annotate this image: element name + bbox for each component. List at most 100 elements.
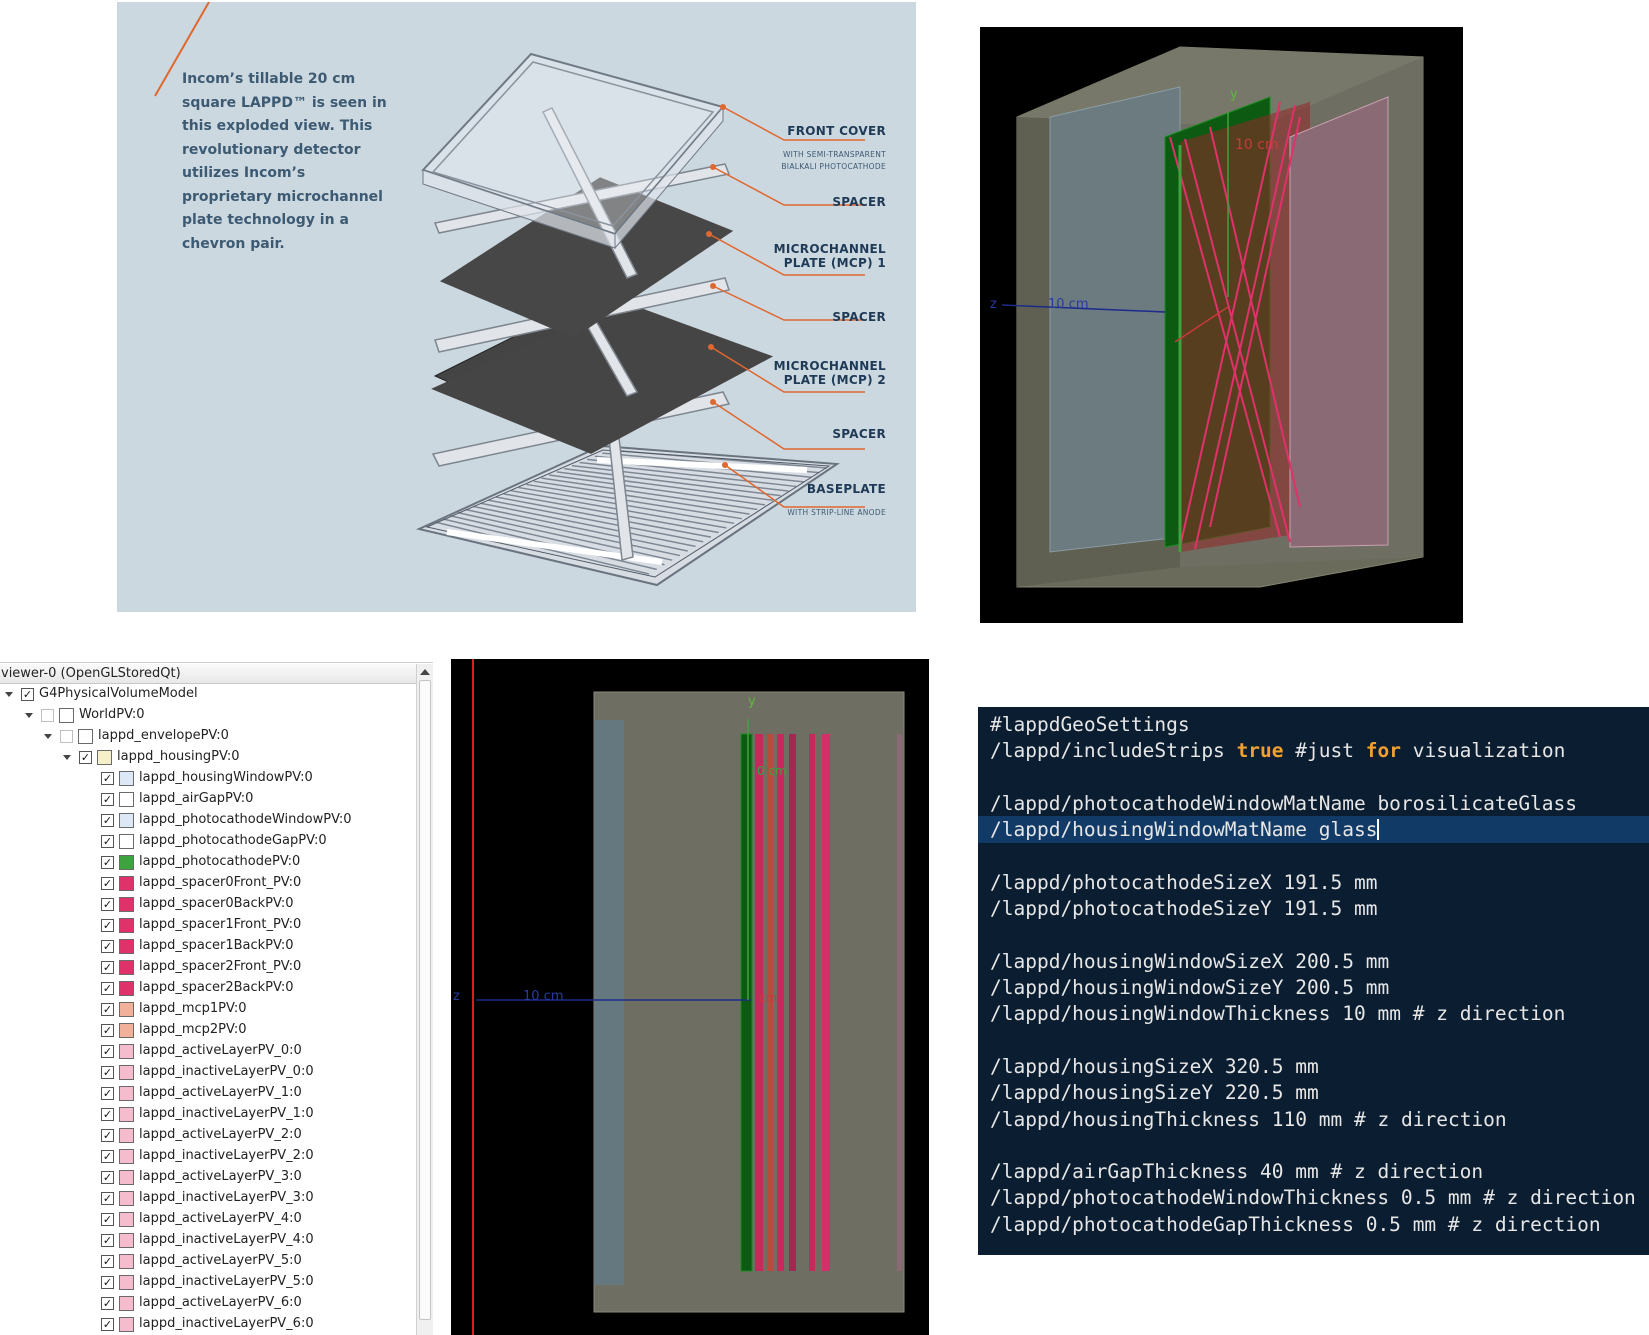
visibility-checkbox[interactable]: ✓ xyxy=(101,1003,114,1016)
tree-item[interactable]: ✓ lappd_mcp2PV:0 xyxy=(101,1020,247,1040)
tree-item[interactable]: lappd_envelopePV:0 xyxy=(44,726,229,746)
visibility-checkbox[interactable]: ✓ xyxy=(101,856,114,869)
visibility-checkbox[interactable]: ✓ xyxy=(101,814,114,827)
tree-item[interactable]: ✓ lappd_housingPV:0 xyxy=(63,747,239,767)
visibility-checkbox[interactable]: ✓ xyxy=(101,1024,114,1037)
expand-arrow-icon[interactable] xyxy=(44,734,52,739)
color-swatch[interactable] xyxy=(119,1233,134,1248)
color-swatch[interactable] xyxy=(59,708,74,723)
macro-file-editor[interactable]: #lappdGeoSettings/lappd/includeStrips tr… xyxy=(978,707,1649,1255)
color-swatch[interactable] xyxy=(119,1023,134,1038)
expand-arrow-icon[interactable] xyxy=(5,692,13,697)
color-swatch[interactable] xyxy=(119,1170,134,1185)
visibility-checkbox[interactable]: ✓ xyxy=(101,1171,114,1184)
color-swatch[interactable] xyxy=(119,1002,134,1017)
tree-item[interactable]: ✓ lappd_inactiveLayerPV_1:0 xyxy=(101,1104,314,1124)
color-swatch[interactable] xyxy=(119,1044,134,1059)
visibility-checkbox[interactable]: ✓ xyxy=(79,751,92,764)
editor-line[interactable]: /lappd/photocathodeSizeY 191.5 mm xyxy=(990,896,1377,922)
color-swatch[interactable] xyxy=(119,897,134,912)
visibility-checkbox[interactable]: ✓ xyxy=(101,940,114,953)
visibility-checkbox[interactable]: ✓ xyxy=(101,1234,114,1247)
tree-item[interactable]: ✓ lappd_activeLayerPV_5:0 xyxy=(101,1251,302,1271)
visibility-checkbox[interactable]: ✓ xyxy=(101,1192,114,1205)
color-swatch[interactable] xyxy=(119,1128,134,1143)
tree-item[interactable]: ✓ lappd_spacer0Front_PV:0 xyxy=(101,873,301,893)
tree-item[interactable]: ✓ lappd_photocathodePV:0 xyxy=(101,852,300,872)
editor-line[interactable]: /lappd/housingWindowSizeX 200.5 mm xyxy=(990,949,1389,975)
color-swatch[interactable] xyxy=(119,939,134,954)
tree-item[interactable]: ✓ lappd_activeLayerPV_4:0 xyxy=(101,1209,302,1229)
color-swatch[interactable] xyxy=(119,792,134,807)
visibility-checkbox[interactable]: ✓ xyxy=(101,982,114,995)
visibility-checkbox[interactable]: ✓ xyxy=(101,1087,114,1100)
visibility-checkbox[interactable] xyxy=(60,730,73,743)
color-swatch[interactable] xyxy=(119,1065,134,1080)
tree-item[interactable]: ✓ G4PhysicalVolumeModel xyxy=(5,684,198,704)
visibility-checkbox[interactable]: ✓ xyxy=(101,1150,114,1163)
tree-item[interactable]: ✓ lappd_inactiveLayerPV_5:0 xyxy=(101,1272,314,1292)
editor-line[interactable]: /lappd/housingSizeX 320.5 mm xyxy=(990,1054,1319,1080)
visibility-checkbox[interactable]: ✓ xyxy=(101,961,114,974)
visibility-checkbox[interactable]: ✓ xyxy=(101,877,114,890)
visibility-checkbox[interactable]: ✓ xyxy=(101,1129,114,1142)
editor-line[interactable]: /lappd/airGapThickness 40 mm # z directi… xyxy=(990,1159,1483,1185)
scrollbar-thumb[interactable] xyxy=(419,680,431,1320)
editor-line[interactable]: /lappd/photocathodeSizeX 191.5 mm xyxy=(990,870,1377,896)
tree-item[interactable]: ✓ lappd_activeLayerPV_0:0 xyxy=(101,1041,302,1061)
color-swatch[interactable] xyxy=(119,813,134,828)
color-swatch[interactable] xyxy=(119,771,134,786)
color-swatch[interactable] xyxy=(119,1296,134,1311)
visibility-checkbox[interactable]: ✓ xyxy=(101,1255,114,1268)
editor-line[interactable]: /lappd/housingThickness 110 mm # z direc… xyxy=(990,1107,1507,1133)
color-swatch[interactable] xyxy=(119,1191,134,1206)
color-swatch[interactable] xyxy=(119,834,134,849)
color-swatch[interactable] xyxy=(119,1275,134,1290)
visibility-checkbox[interactable]: ✓ xyxy=(21,688,34,701)
tree-item[interactable]: ✓ lappd_inactiveLayerPV_4:0 xyxy=(101,1230,314,1250)
color-swatch[interactable] xyxy=(119,1254,134,1269)
tree-item[interactable]: ✓ lappd_inactiveLayerPV_2:0 xyxy=(101,1146,314,1166)
color-swatch[interactable] xyxy=(119,1212,134,1227)
scroll-up-arrow-icon[interactable] xyxy=(420,669,430,675)
tree-item[interactable]: ✓ lappd_activeLayerPV_3:0 xyxy=(101,1167,302,1187)
visibility-checkbox[interactable]: ✓ xyxy=(101,772,114,785)
scene-tree-scrollbar[interactable] xyxy=(416,664,433,1335)
tree-item[interactable]: ✓ lappd_inactiveLayerPV_6:0 xyxy=(101,1314,314,1334)
visibility-checkbox[interactable]: ✓ xyxy=(101,898,114,911)
color-swatch[interactable] xyxy=(97,750,112,765)
tree-item[interactable]: ✓ lappd_photocathodeWindowPV:0 xyxy=(101,810,352,830)
tree-item[interactable]: ✓ lappd_activeLayerPV_1:0 xyxy=(101,1083,302,1103)
color-swatch[interactable] xyxy=(119,1149,134,1164)
color-swatch[interactable] xyxy=(119,918,134,933)
editor-line[interactable]: /lappd/housingWindowThickness 10 mm # z … xyxy=(990,1001,1565,1027)
tree-item[interactable]: ✓ lappd_inactiveLayerPV_3:0 xyxy=(101,1188,314,1208)
visibility-checkbox[interactable]: ✓ xyxy=(101,835,114,848)
color-swatch[interactable] xyxy=(119,876,134,891)
visibility-checkbox[interactable]: ✓ xyxy=(101,1108,114,1121)
tree-item[interactable]: ✓ lappd_spacer1Front_PV:0 xyxy=(101,915,301,935)
color-swatch[interactable] xyxy=(119,855,134,870)
visibility-checkbox[interactable] xyxy=(41,709,54,722)
tree-item[interactable]: ✓ lappd_activeLayerPV_2:0 xyxy=(101,1125,302,1145)
expand-arrow-icon[interactable] xyxy=(25,713,33,718)
editor-line[interactable]: /lappd/photocathodeWindowThickness 0.5 m… xyxy=(990,1185,1636,1211)
visibility-checkbox[interactable]: ✓ xyxy=(101,793,114,806)
color-swatch[interactable] xyxy=(119,1317,134,1332)
visibility-checkbox[interactable]: ✓ xyxy=(101,1045,114,1058)
color-swatch[interactable] xyxy=(119,1086,134,1101)
visibility-checkbox[interactable]: ✓ xyxy=(101,1318,114,1331)
color-swatch[interactable] xyxy=(119,981,134,996)
editor-line[interactable]: /lappd/photocathodeWindowMatName borosil… xyxy=(990,791,1577,817)
scene-tree-header[interactable]: viewer-0 (OpenGLStoredQt) xyxy=(0,664,416,684)
tree-item[interactable]: ✓ lappd_spacer1BackPV:0 xyxy=(101,936,293,956)
tree-item[interactable]: WorldPV:0 xyxy=(25,705,145,725)
tree-item[interactable]: ✓ lappd_spacer2BackPV:0 xyxy=(101,978,293,998)
expand-arrow-icon[interactable] xyxy=(63,755,71,760)
tree-item[interactable]: ✓ lappd_photocathodeGapPV:0 xyxy=(101,831,327,851)
geometry-2d-viewer[interactable]: y z 10 cm 0 cm cm xyxy=(451,659,929,1335)
color-swatch[interactable] xyxy=(119,960,134,975)
editor-line[interactable]: #lappdGeoSettings xyxy=(990,712,1190,738)
geometry-3d-viewer[interactable]: y z 10 cm 10 cm xyxy=(980,27,1463,623)
editor-line[interactable]: /lappd/includeStrips true #just for visu… xyxy=(990,738,1565,764)
